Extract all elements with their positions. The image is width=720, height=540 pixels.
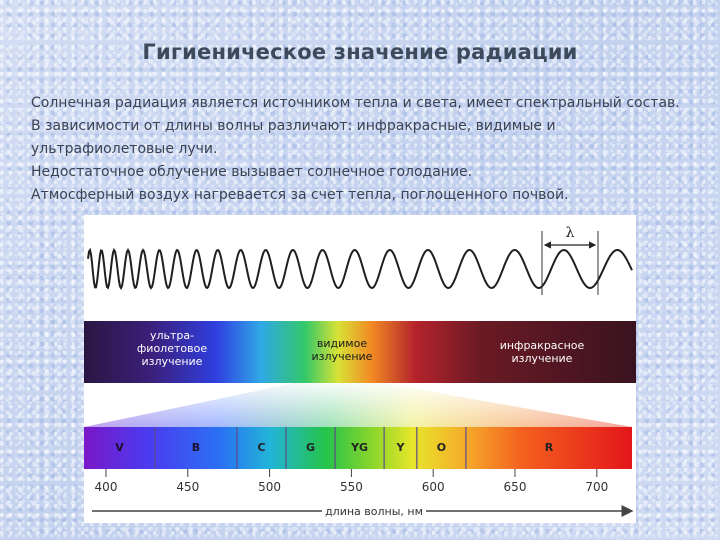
band-label-v: V: [115, 441, 124, 454]
visible-color-band: [84, 427, 632, 469]
axis-tick-group: 400 450 500 550 600 650 700: [95, 469, 608, 494]
axis-tick-label-650: 650: [504, 480, 527, 494]
body-text: Солнечная радиация является источником т…: [31, 92, 696, 207]
visible-label-line2: излучение: [312, 350, 373, 363]
axis-tick-label-400: 400: [95, 480, 118, 494]
paragraph-solar-radiation: Солнечная радиация является источником т…: [31, 95, 680, 111]
band-label-g: G: [306, 441, 315, 454]
paragraph-wavelength-types: В зависимости от длины волны различают: …: [31, 118, 556, 157]
uv-label-line2: фиолетовое: [137, 342, 207, 355]
axis-tick-label-600: 600: [422, 480, 445, 494]
band-label-yg: YG: [350, 441, 368, 454]
visible-expansion-fan-highlight: [84, 383, 632, 427]
lambda-symbol: λ: [566, 225, 575, 241]
band-label-o: O: [437, 441, 446, 454]
axis-tick-label-500: 500: [258, 480, 281, 494]
axis-tick-label-700: 700: [585, 480, 608, 494]
visible-label-line1: видимое: [317, 337, 367, 350]
spectrum-diagram: λ ультра- фиолетовое излучение видимое и…: [84, 225, 636, 519]
wave-line: [87, 247, 633, 291]
band-label-y: Y: [395, 441, 405, 454]
axis-label: длина волны, нм: [325, 505, 423, 518]
ir-label-line1: инфракрасное: [500, 339, 585, 352]
band-label-c: C: [257, 441, 265, 454]
paragraph-solar-starvation: Недостаточное облучение вызывает солнечн…: [31, 164, 473, 180]
slide-title: Гигиеническое значение радиации: [142, 40, 578, 64]
band-label-r: R: [545, 441, 554, 454]
color-band-group: V B C G YG Y O R: [115, 427, 554, 469]
axis-tick-label-450: 450: [176, 480, 199, 494]
axis-label-background: [322, 503, 426, 519]
uv-label-line1: ультра-: [150, 329, 194, 342]
band-label-b: B: [192, 441, 200, 454]
radiation-region-bar: [84, 321, 636, 383]
uv-label-line3: излучение: [142, 355, 203, 368]
axis-tick-label-550: 550: [340, 480, 363, 494]
paragraph-atmospheric-heating: Атмосферный воздух нагревается за счет т…: [31, 187, 569, 203]
spectrum-figure: λ ультра- фиолетовое излучение видимое и…: [84, 215, 636, 523]
ir-label-line2: излучение: [512, 352, 573, 365]
